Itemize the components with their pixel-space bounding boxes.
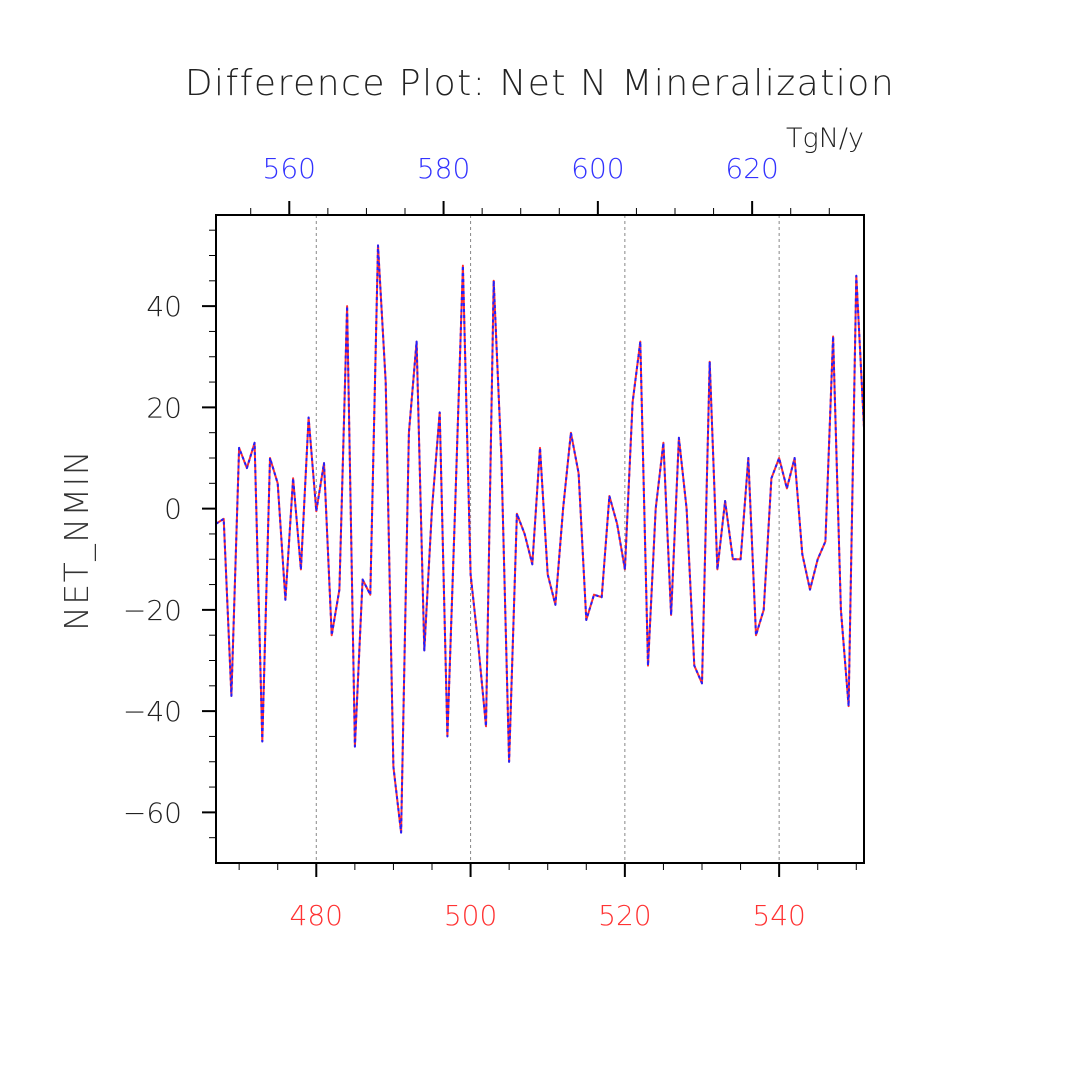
y-tick-label: −40 [123,695,182,728]
y-tick-label: 40 [146,290,182,323]
series-line-blue [215,244,865,834]
units-label: TgN/y [786,123,864,154]
series-lines [215,244,865,834]
y-tick-label: −20 [123,594,182,627]
x-bottom-tick-label: 520 [598,899,651,932]
y-axis-label: NET_NMIN [57,449,97,631]
tick-marks [202,201,857,877]
y-tick-label: −60 [123,796,182,829]
x-bottom-tick-label: 540 [752,899,805,932]
chart-title: Difference Plot: Net N Mineralization [185,63,895,104]
y-tick-label: 20 [146,391,182,424]
x-top-tick-label: 600 [571,152,624,185]
x-top-tick-label: 580 [417,152,470,185]
plot-frame [215,214,865,864]
x-top-tick-label: 560 [263,152,316,185]
tick-labels: −60 −40 −20 0 20 40 480 500 520 540 560 580 600 620 [123,152,806,932]
y-tick-label: 0 [164,493,182,526]
axes [215,214,865,864]
x-bottom-tick-label: 480 [290,899,343,932]
x-top-tick-label: 620 [725,152,778,185]
grid-lines [315,215,780,863]
x-bottom-tick-label: 500 [444,899,497,932]
